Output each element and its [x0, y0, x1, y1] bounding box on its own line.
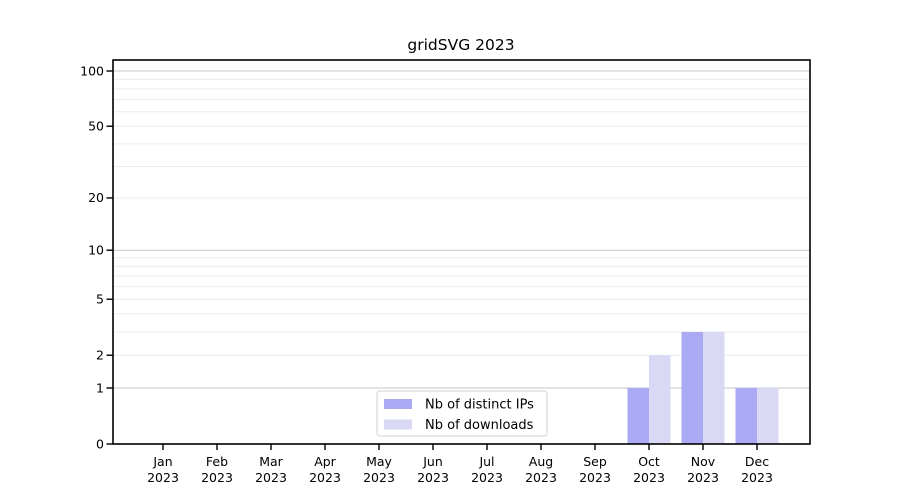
bar-downloads-oct [649, 355, 671, 444]
x-tick-label-month: Jun [422, 454, 443, 469]
legend-swatch-downloads [384, 419, 412, 430]
x-tick-label-month: Mar [259, 454, 283, 469]
x-tick-label-year: 2023 [525, 470, 557, 485]
legend-label-downloads: Nb of downloads [425, 418, 534, 433]
bar-downloads-dec [757, 387, 779, 444]
bar-distinct-ips-oct [627, 387, 649, 444]
x-tick-label-year: 2023 [201, 470, 233, 485]
x-tick-label-month: Oct [638, 454, 660, 469]
x-tick-label-year: 2023 [309, 470, 341, 485]
legend-swatch-distinct-ips [384, 399, 412, 409]
x-tick-label-month: Jan [152, 454, 172, 469]
x-tick-label-year: 2023 [687, 470, 719, 485]
bar-downloads-nov [703, 331, 725, 444]
y-tick-label: 10 [88, 242, 104, 257]
legend: Nb of distinct IPs Nb of downloads [376, 390, 548, 437]
y-tick-label: 1 [96, 380, 104, 395]
y-tick-label: 2 [96, 348, 104, 363]
x-tick-label-year: 2023 [255, 470, 287, 485]
bars-group [627, 331, 779, 444]
x-tick-label-month: Apr [314, 454, 336, 469]
x-tick-label-month: Nov [691, 454, 716, 469]
x-tick-label-year: 2023 [363, 470, 395, 485]
chart-title: gridSVG 2023 [407, 36, 514, 54]
x-tick-label-month: May [366, 454, 392, 469]
x-tick-label-year: 2023 [633, 470, 665, 485]
x-tick-label-year: 2023 [471, 470, 503, 485]
bar-distinct-ips-dec [735, 387, 757, 444]
x-tick-label-month: Feb [206, 454, 228, 469]
x-tick-label-year: 2023 [147, 470, 179, 485]
x-tick-label-year: 2023 [579, 470, 611, 485]
y-tick-label: 20 [88, 190, 104, 205]
x-tick-label-month: Dec [745, 454, 769, 469]
y-tick-label: 50 [88, 119, 104, 134]
plot-border [112, 59, 811, 445]
x-tick-label-year: 2023 [417, 470, 449, 485]
legend-box [376, 390, 548, 437]
x-tick-label-year: 2023 [741, 470, 773, 485]
axis-ticks-group [106, 70, 758, 450]
legend-label-distinct-ips: Nb of distinct IPs [425, 398, 534, 413]
y-tick-label: 5 [96, 291, 104, 306]
x-tick-label-month: Sep [583, 454, 607, 469]
gridlines-group [114, 70, 809, 389]
x-tick-label-month: Aug [529, 454, 553, 469]
x-tick-label-month: Jul [478, 454, 494, 469]
y-tick-label: 100 [80, 63, 104, 78]
axis-labels-group: 0125102050100Jan2023Feb2023Mar2023Apr202… [80, 63, 773, 485]
bar-distinct-ips-nov [681, 331, 703, 444]
y-tick-label: 0 [96, 436, 104, 451]
